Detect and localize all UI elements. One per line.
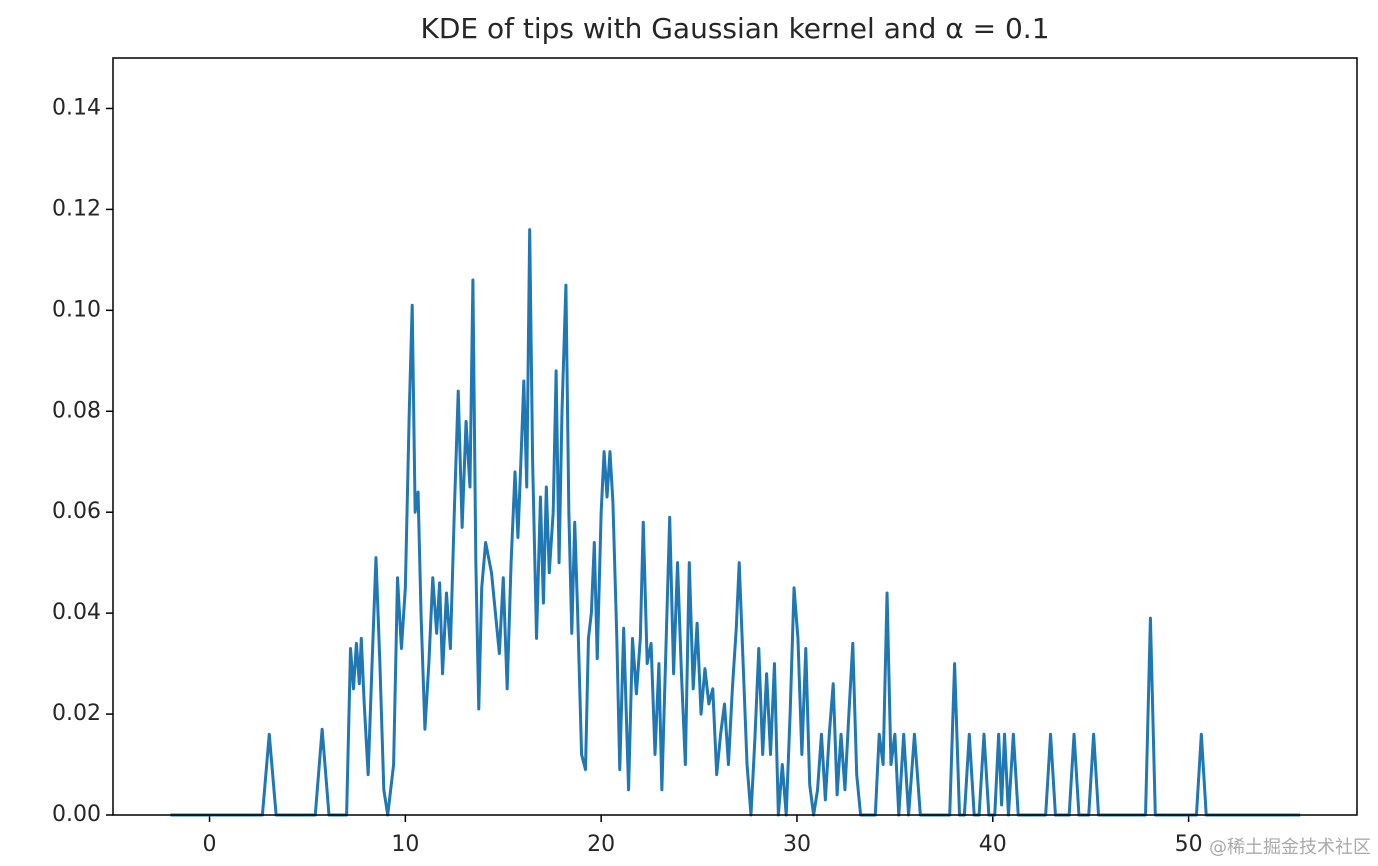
y-tick-label: 0.02 (52, 701, 101, 726)
chart-title: KDE of tips with Gaussian kernel and α =… (420, 12, 1049, 45)
x-tick-label: 20 (587, 832, 615, 857)
x-tick-label: 40 (979, 832, 1007, 857)
y-tick-label: 0.04 (52, 600, 101, 625)
y-tick-label: 0.06 (52, 499, 101, 524)
y-tick-label: 0.12 (52, 196, 101, 221)
kde-line (170, 228, 1301, 817)
x-tick-label: 0 (203, 832, 217, 857)
plot-frame (112, 57, 1358, 816)
x-tick-label: 30 (783, 832, 811, 857)
y-tick-label: 0.10 (52, 297, 101, 322)
x-tick-label: 10 (391, 832, 419, 857)
watermark: @稀土掘金技术社区 (1209, 837, 1371, 858)
y-tick-label: 0.14 (52, 95, 101, 120)
y-tick-label: 0.08 (52, 398, 101, 423)
y-tick-label: 0.00 (52, 802, 101, 827)
x-tick-label: 50 (1175, 832, 1203, 857)
